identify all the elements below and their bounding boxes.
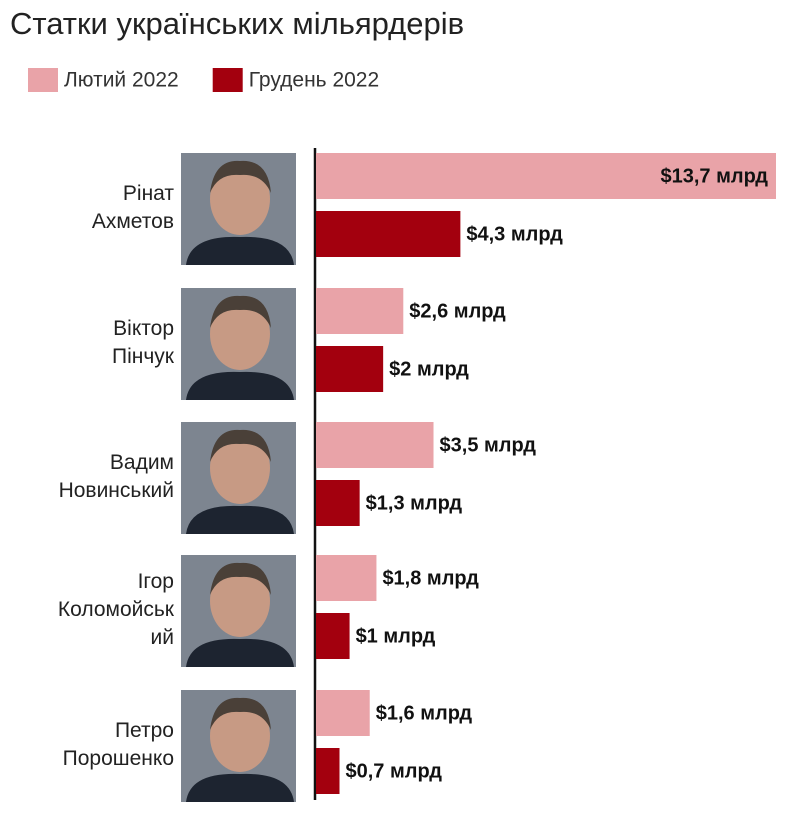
value-label: $1,6 млрд [376, 702, 473, 724]
portrait-hair [210, 429, 271, 462]
portrait-head [210, 700, 270, 772]
portrait [181, 690, 296, 802]
value-label: $0,7 млрд [346, 760, 443, 782]
value-label: $3,5 млрд [440, 434, 537, 456]
bar [316, 480, 360, 526]
portrait-hair [210, 160, 271, 193]
value-label: $1,8 млрд [382, 567, 479, 589]
portrait-body [186, 638, 294, 667]
portrait [181, 555, 296, 667]
category-label-box: Вадим Новинський [58, 451, 174, 502]
portrait [181, 153, 296, 265]
legend-swatch [28, 68, 58, 92]
bar [316, 346, 384, 392]
chart-title: Статки українських мільярдерів [10, 6, 464, 41]
category-label: Вадим Новинський [58, 451, 174, 502]
category-label: Віктор Пінчук [112, 317, 174, 368]
portrait-body [186, 773, 294, 802]
bar [316, 555, 377, 601]
legend-label: Лютий 2022 [64, 69, 179, 92]
bar [316, 748, 340, 794]
portrait-hair [210, 562, 271, 595]
bar [316, 690, 370, 736]
portrait-head [210, 298, 270, 370]
legend-label: Грудень 2022 [249, 69, 379, 92]
portrait-hair [210, 697, 271, 730]
bar [316, 288, 404, 334]
category-label: Ігор Коломойськ ий [57, 570, 174, 649]
value-label: $2,6 млрд [409, 300, 506, 322]
portrait-body [186, 505, 294, 534]
value-label: $2 млрд [389, 358, 469, 380]
portrait-head [210, 163, 270, 235]
portrait [181, 422, 296, 534]
portrait-head [210, 565, 270, 637]
value-label: $1 млрд [356, 625, 436, 647]
value-label: $1,3 млрд [366, 492, 463, 514]
legend-swatch [212, 68, 243, 92]
portrait-body [186, 371, 294, 400]
portrait-body [186, 236, 294, 265]
bar [316, 422, 434, 468]
bar [316, 211, 461, 257]
bar [316, 153, 776, 199]
bar [316, 613, 350, 659]
category-label-box: Рінат Ахметов [91, 182, 174, 233]
category-label-box: Ігор Коломойськ ий [57, 570, 174, 649]
category-label-box: Віктор Пінчук [112, 317, 174, 368]
value-label: $4,3 млрд [466, 223, 563, 245]
value-label: $13,7 млрд [660, 165, 768, 187]
category-label: Рінат Ахметов [91, 182, 174, 233]
portrait-head [210, 432, 270, 504]
category-label: Петро Порошенко [62, 719, 174, 770]
category-label-box: Петро Порошенко [62, 719, 174, 770]
portrait [181, 288, 296, 400]
portrait-hair [210, 295, 271, 328]
